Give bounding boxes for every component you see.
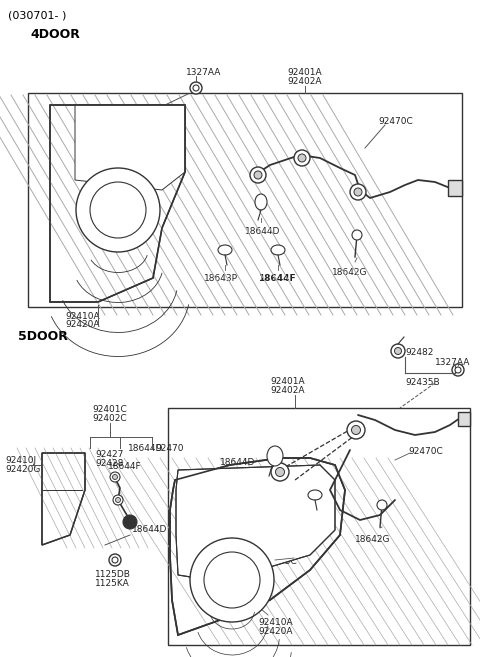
- Text: 92428: 92428: [95, 459, 123, 468]
- Text: 92402C: 92402C: [92, 414, 127, 423]
- Text: 92482: 92482: [405, 348, 433, 357]
- FancyBboxPatch shape: [458, 412, 470, 426]
- Polygon shape: [75, 105, 185, 190]
- Circle shape: [377, 500, 387, 510]
- Polygon shape: [170, 458, 345, 635]
- Circle shape: [123, 515, 137, 529]
- Text: 18642G: 18642G: [332, 268, 368, 277]
- Text: (030701- ): (030701- ): [8, 10, 66, 20]
- Circle shape: [254, 171, 262, 179]
- Ellipse shape: [308, 490, 322, 500]
- Text: 92410A: 92410A: [65, 312, 100, 321]
- Text: 18644D: 18644D: [220, 458, 255, 467]
- Polygon shape: [176, 465, 335, 580]
- Text: 92420G: 92420G: [5, 465, 40, 474]
- Bar: [28, 93, 462, 307]
- Circle shape: [354, 188, 362, 196]
- Circle shape: [113, 495, 123, 505]
- Circle shape: [455, 367, 461, 373]
- Text: 18644D: 18644D: [245, 227, 280, 236]
- Text: 1327AA: 1327AA: [435, 358, 470, 367]
- Text: 92401A: 92401A: [270, 377, 305, 386]
- Text: 18644F: 18644F: [283, 490, 317, 499]
- Circle shape: [395, 348, 401, 355]
- Text: 18643P: 18643P: [204, 274, 238, 283]
- Text: 92401C: 92401C: [92, 405, 127, 414]
- Circle shape: [271, 463, 289, 481]
- Circle shape: [352, 230, 362, 240]
- Text: 92470C: 92470C: [378, 117, 413, 126]
- Text: 92427: 92427: [95, 450, 123, 459]
- Text: 18643D: 18643D: [283, 499, 319, 508]
- Circle shape: [76, 168, 160, 252]
- Circle shape: [350, 184, 366, 200]
- Circle shape: [294, 150, 310, 166]
- Circle shape: [116, 497, 120, 503]
- Polygon shape: [42, 453, 85, 545]
- Text: 18644D: 18644D: [128, 444, 163, 453]
- Circle shape: [190, 538, 274, 622]
- Ellipse shape: [255, 194, 267, 210]
- Text: 18644F: 18644F: [108, 462, 142, 471]
- Circle shape: [110, 472, 120, 482]
- Text: 4DOOR: 4DOOR: [30, 28, 80, 41]
- Circle shape: [112, 474, 118, 480]
- Text: 18644F: 18644F: [258, 274, 296, 283]
- Text: 92420A: 92420A: [65, 320, 99, 329]
- Circle shape: [90, 182, 146, 238]
- Text: 18644D: 18644D: [132, 525, 168, 534]
- Text: 92435B: 92435B: [405, 378, 440, 387]
- Circle shape: [347, 421, 365, 439]
- Circle shape: [391, 344, 405, 358]
- Polygon shape: [50, 105, 185, 302]
- Circle shape: [112, 557, 118, 563]
- Circle shape: [109, 554, 121, 566]
- Text: 92420A: 92420A: [258, 627, 292, 636]
- Text: 5DOOR: 5DOOR: [18, 330, 68, 343]
- Text: 92470: 92470: [155, 444, 183, 453]
- Circle shape: [250, 167, 266, 183]
- Ellipse shape: [267, 446, 283, 466]
- Text: 92410J: 92410J: [5, 456, 36, 465]
- Ellipse shape: [218, 245, 232, 255]
- Circle shape: [193, 85, 199, 91]
- Bar: [168, 408, 470, 645]
- Text: 92402A: 92402A: [270, 386, 304, 395]
- Text: 18642G: 18642G: [355, 535, 391, 544]
- Circle shape: [190, 82, 202, 94]
- Text: 92401A: 92401A: [287, 68, 322, 77]
- Text: 92470C: 92470C: [408, 447, 443, 456]
- Circle shape: [276, 468, 285, 476]
- Circle shape: [298, 154, 306, 162]
- Text: 1125DB: 1125DB: [95, 570, 131, 579]
- FancyBboxPatch shape: [448, 180, 462, 196]
- Text: 1327AA: 1327AA: [186, 68, 221, 77]
- Ellipse shape: [271, 245, 285, 255]
- Text: 92410A: 92410A: [258, 618, 293, 627]
- Circle shape: [351, 426, 360, 434]
- Circle shape: [452, 364, 464, 376]
- Text: 1125KA: 1125KA: [95, 579, 130, 588]
- Circle shape: [204, 552, 260, 608]
- Text: 92455C: 92455C: [262, 557, 297, 566]
- Text: 92402A: 92402A: [287, 77, 322, 86]
